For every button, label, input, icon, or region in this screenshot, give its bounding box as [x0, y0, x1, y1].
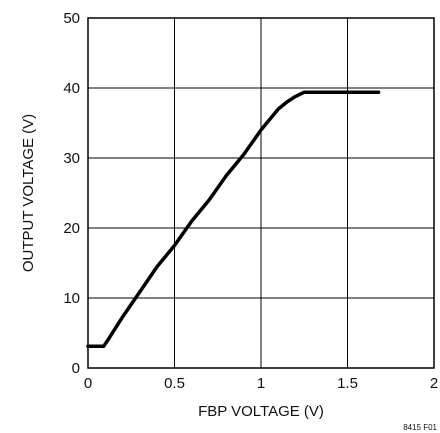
y-tick-label: 10	[63, 290, 80, 307]
figure-id: 8415 F01	[403, 423, 437, 432]
y-tick-label: 20	[63, 220, 80, 237]
x-tick-label: 2	[430, 375, 438, 392]
x-tick-labels: 0 0.5 1 1.5 2	[84, 375, 438, 392]
series-line	[86, 90, 381, 349]
y-tick-label: 0	[72, 360, 80, 377]
grid-lines	[87, 17, 435, 369]
x-tick-label: 0.5	[164, 375, 185, 392]
x-tick-label: 1	[257, 375, 265, 392]
x-axis-title: FBP VOLTAGE (V)	[198, 403, 324, 420]
y-axis-title: OUTPUT VOLTAGE (V)	[20, 114, 37, 272]
x-tick-label: 0	[84, 375, 92, 392]
y-tick-labels: 0 10 20 30 40 50	[63, 10, 80, 377]
y-tick-label: 30	[63, 150, 80, 167]
y-tick-label: 50	[63, 10, 80, 27]
y-tick-label: 40	[63, 80, 80, 97]
plot-frame	[87, 17, 435, 369]
x-tick-label: 1.5	[337, 375, 358, 392]
